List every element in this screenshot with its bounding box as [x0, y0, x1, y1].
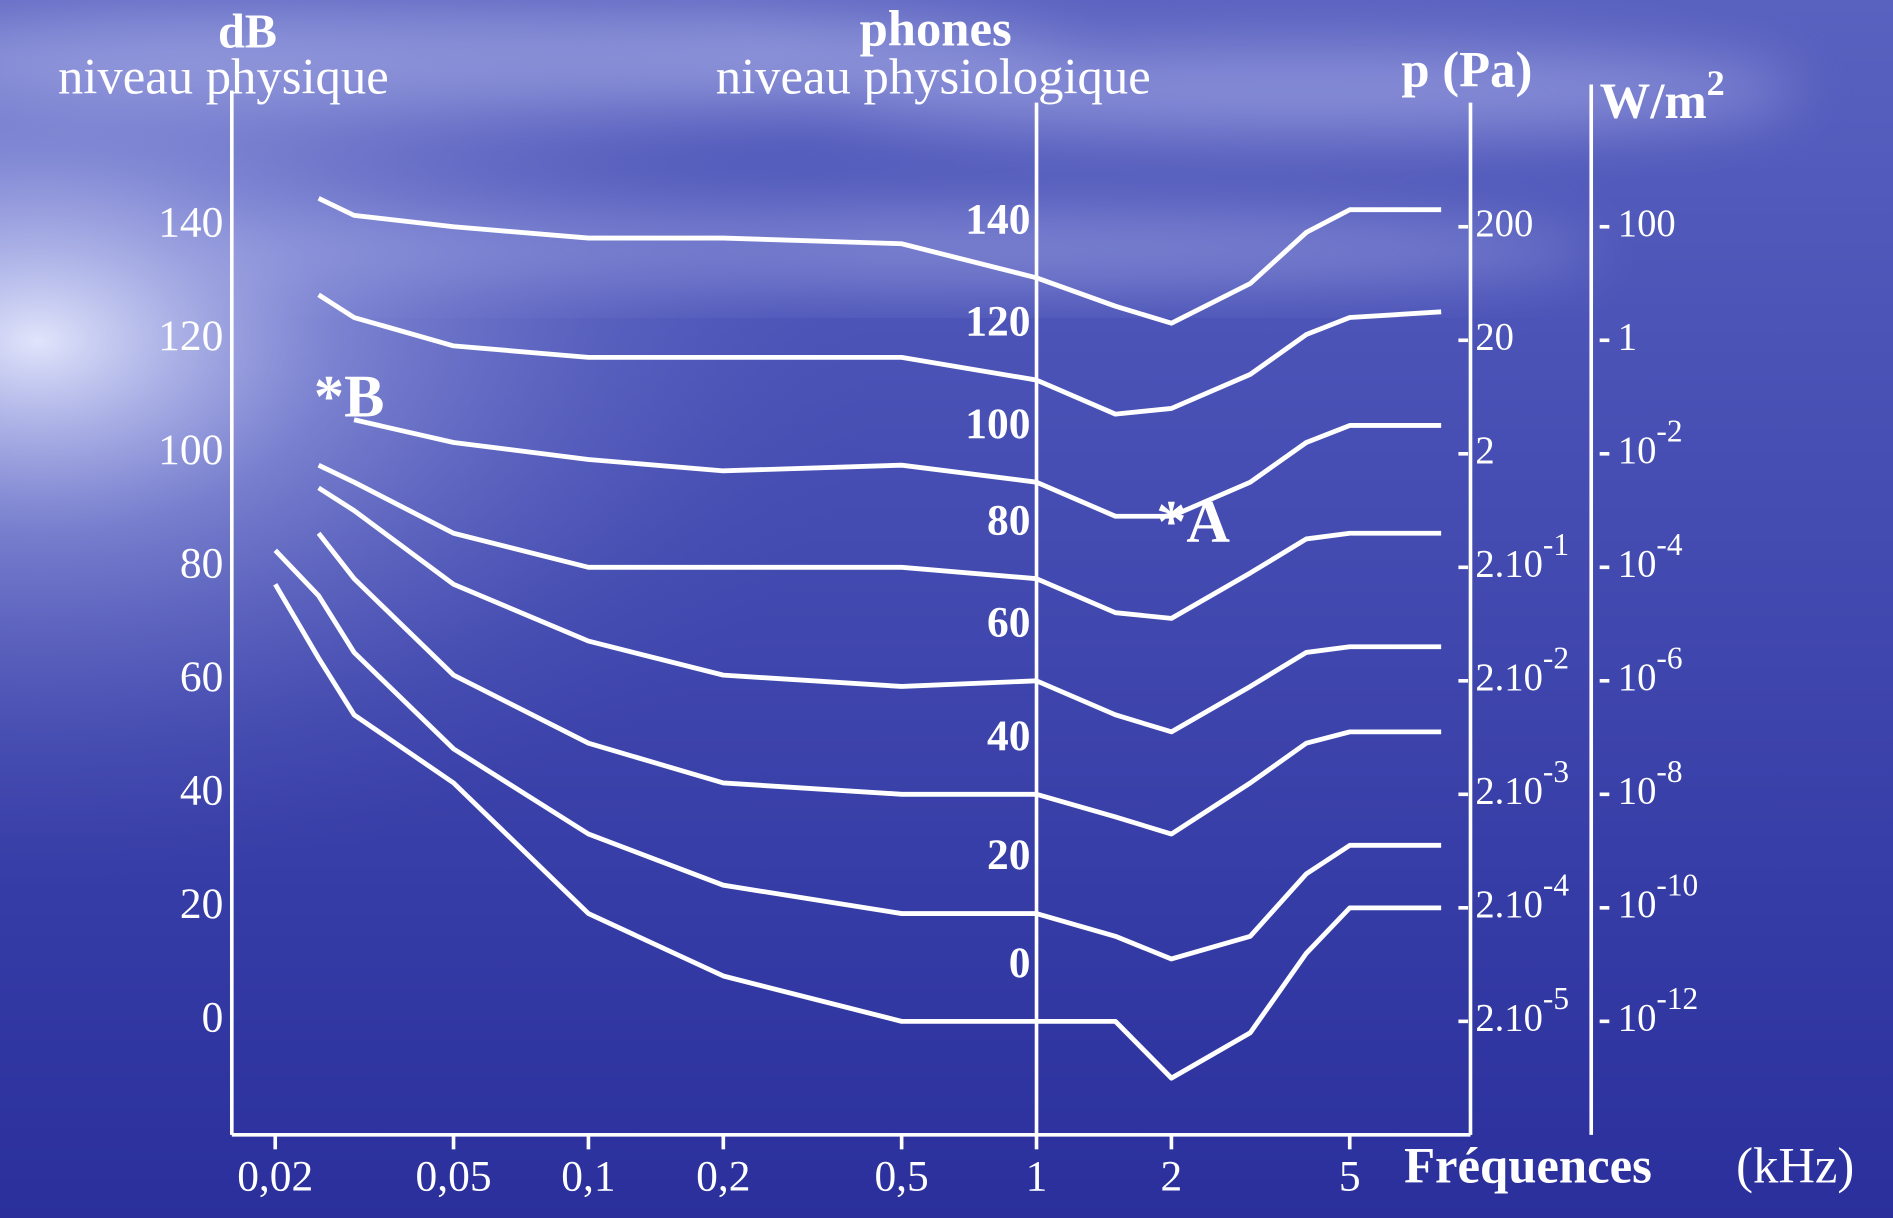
plot: dB niveau physique phones niveau physiol… [58, 0, 1854, 1200]
x-tick-label: 2 [1161, 1153, 1183, 1201]
tick-mantissa: 10 [1618, 770, 1657, 812]
tick-exponent: -3 [1543, 754, 1569, 789]
tick-exponent: -1 [1543, 527, 1569, 562]
pressure-axis-label: p (Pa) [1401, 41, 1532, 97]
tick-exponent: -2 [1543, 641, 1569, 676]
curve-label: 120 [965, 298, 1030, 346]
tick-mantissa: 20 [1475, 316, 1514, 358]
annotation: *A [1156, 488, 1230, 555]
tick-mantissa: 2.10 [1475, 884, 1543, 926]
intensity-tick-label: 1 [1618, 316, 1637, 358]
y-tick-label: 60 [180, 653, 223, 701]
tick-exponent: -8 [1656, 754, 1682, 789]
curve-label: 100 [965, 400, 1030, 448]
x-tick-label: 0,05 [416, 1153, 492, 1201]
tick-mantissa: 10 [1618, 430, 1657, 472]
label-text: W/m [1600, 73, 1707, 129]
x-tick-label: 0,2 [696, 1153, 750, 1201]
y-tick-label: 120 [158, 312, 223, 360]
intensity-axis-label: W/m2 [1600, 63, 1725, 129]
tick-mantissa: 2.10 [1475, 543, 1543, 585]
x-axis-label: Fréquences [1404, 1138, 1652, 1194]
tick-mantissa: 100 [1618, 203, 1676, 245]
x-tick-label: 0,02 [237, 1153, 313, 1201]
phon-curve [316, 531, 1442, 837]
pressure-tick-label: 2.10-1 [1475, 527, 1569, 585]
pressure-tick-label: 2.10-4 [1475, 868, 1569, 926]
tick-mantissa: 10 [1618, 884, 1657, 926]
curve-label: 80 [987, 496, 1030, 544]
label-exponent: 2 [1707, 63, 1725, 103]
y-tick-label: 0 [202, 993, 224, 1041]
y-tick-label: 40 [180, 766, 223, 814]
intensity-tick-label: 10-10 [1618, 868, 1698, 926]
curve-label: 0 [1009, 939, 1031, 987]
pressure-tick-label: 20 [1475, 316, 1514, 358]
tick-mantissa: 10 [1618, 657, 1657, 699]
curve-label: 140 [965, 195, 1030, 243]
intensity-tick-label: 10-12 [1618, 981, 1698, 1039]
x-tick-label: 0,5 [874, 1153, 928, 1201]
phon-axis-subtitle: niveau physiologique [716, 49, 1151, 105]
tick-exponent: -6 [1656, 641, 1682, 676]
phon-curve [273, 548, 1442, 962]
x-axis-unit: (kHz) [1736, 1138, 1854, 1194]
tick-mantissa: 2.10 [1475, 997, 1543, 1039]
tick-mantissa: 200 [1475, 203, 1533, 245]
intensity-tick-label: 10-8 [1618, 754, 1683, 812]
tick-mantissa: 10 [1618, 543, 1657, 585]
phon-axis-label: phones [860, 0, 1012, 56]
intensity-tick-label: 10-4 [1618, 527, 1683, 585]
intensity-tick-label: 10-6 [1618, 641, 1683, 699]
curve-label: 60 [987, 598, 1030, 646]
curve-label: 40 [987, 712, 1030, 760]
curve-label: 20 [987, 831, 1030, 879]
pressure-tick-label: 200 [1475, 203, 1533, 245]
pressure-tick-label: 2 [1475, 430, 1494, 472]
phon-curve [273, 583, 1442, 1081]
tick-mantissa: 2.10 [1475, 657, 1543, 699]
annotation: *B [314, 364, 384, 431]
tick-mantissa: 2 [1475, 430, 1494, 472]
x-tick-label: 0,1 [561, 1153, 615, 1201]
y-tick-label: 140 [158, 199, 223, 247]
y-axis-subtitle: niveau physique [58, 49, 389, 105]
y-tick-label: 80 [180, 539, 223, 587]
x-tick-label: 1 [1026, 1153, 1048, 1201]
phon-curve [317, 462, 1442, 621]
phon-curve [317, 292, 1442, 417]
tick-mantissa: 1 [1618, 316, 1637, 358]
phon-curve [317, 485, 1442, 735]
tick-exponent: -5 [1543, 981, 1569, 1016]
tick-exponent: -4 [1543, 868, 1569, 903]
pressure-tick-label: 2.10-3 [1475, 754, 1569, 812]
tick-exponent: -12 [1656, 981, 1698, 1016]
tick-mantissa: 10 [1618, 997, 1657, 1039]
pressure-tick-label: 2.10-5 [1475, 981, 1569, 1039]
y-axis-label: dB [218, 5, 277, 58]
y-tick-label: 20 [180, 880, 223, 928]
tick-exponent: -2 [1656, 414, 1682, 449]
tick-mantissa: 2.10 [1475, 770, 1543, 812]
x-tick-label: 5 [1339, 1153, 1361, 1201]
tick-exponent: -10 [1656, 868, 1698, 903]
intensity-tick-label: 10-2 [1618, 414, 1683, 472]
intensity-tick-label: 100 [1618, 203, 1676, 245]
pressure-tick-label: 2.10-2 [1475, 641, 1569, 699]
tick-exponent: -4 [1656, 527, 1682, 562]
phon-curve [353, 417, 1442, 519]
y-tick-label: 100 [158, 426, 223, 474]
phon-curve [317, 196, 1442, 326]
